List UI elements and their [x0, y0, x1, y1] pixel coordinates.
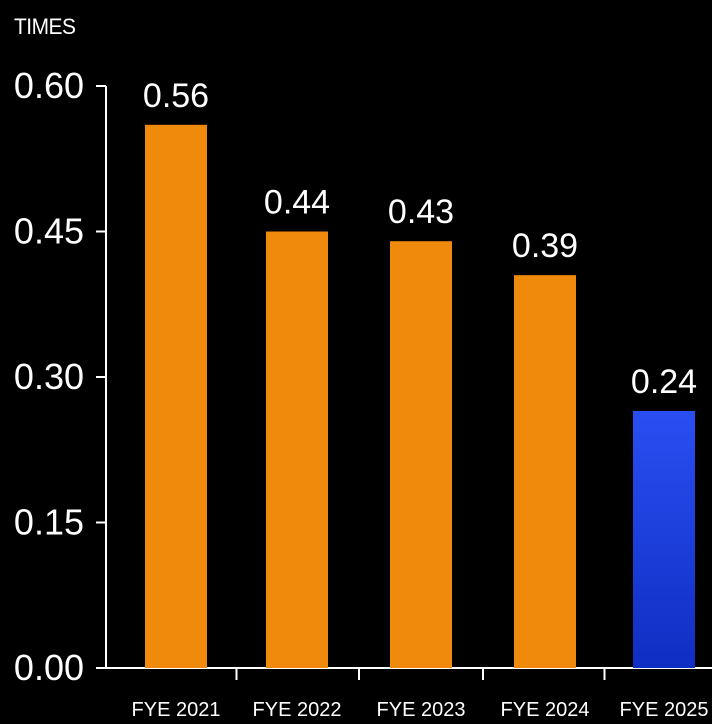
- y-axis-title: TIMES: [14, 14, 76, 39]
- data-label: 0.24: [631, 363, 697, 401]
- data-label: 0.44: [264, 184, 330, 222]
- bars: [145, 124, 695, 669]
- x-tick-label: FYE 2025: [620, 699, 709, 721]
- x-tick-label: FYE 2021: [132, 699, 221, 721]
- x-tick-label: FYE 2022: [253, 699, 342, 721]
- data-label: 0.56: [143, 77, 209, 115]
- y-tick-label: 0.45: [14, 211, 84, 252]
- x-tick-label: FYE 2024: [501, 699, 590, 721]
- y-tick-label: 0.00: [14, 647, 84, 688]
- axes: 0.00 0.15 0.30 0.45 0.60: [14, 65, 712, 688]
- x-tick-label: FYE 2023: [377, 699, 466, 721]
- bar: [633, 410, 695, 668]
- data-label: 0.43: [388, 193, 454, 231]
- bar: [145, 124, 207, 669]
- y-tick-label: 0.30: [14, 356, 84, 397]
- data-label: 0.39: [512, 227, 578, 265]
- bar: [390, 241, 452, 668]
- y-tick-label: 0.15: [14, 502, 84, 543]
- data-labels: 0.56 FYE 2021 0.44 FYE 2022 0.43 FYE 2023 0.39…: [132, 77, 709, 721]
- bar: [514, 275, 576, 668]
- bar: [266, 231, 328, 668]
- y-tick-label: 0.60: [14, 65, 84, 106]
